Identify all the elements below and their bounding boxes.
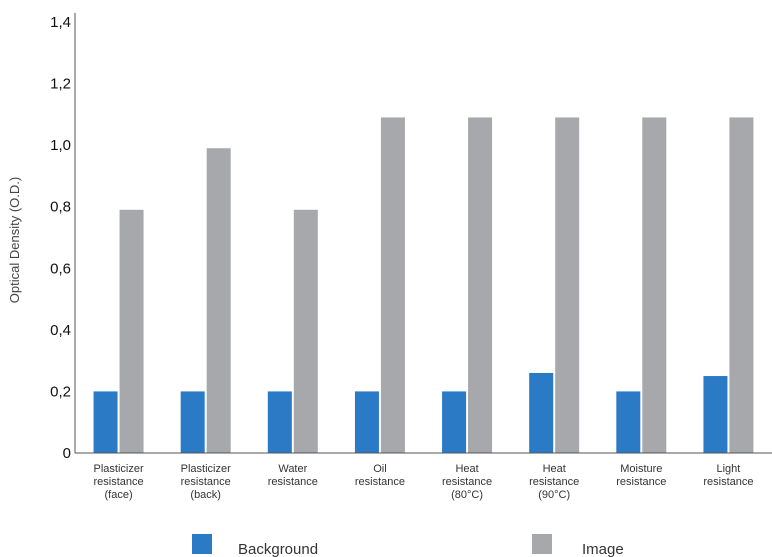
bar-background bbox=[442, 391, 467, 453]
x-tick-label: Plasticizer resistance (face) bbox=[93, 463, 143, 501]
x-tick-label: Moisture resistance bbox=[616, 463, 666, 488]
bar-image bbox=[206, 148, 231, 453]
y-axis-title: Optical Density (O.D.) bbox=[7, 177, 22, 303]
y-tick-label: 0 bbox=[63, 445, 71, 462]
bar-background bbox=[267, 391, 292, 453]
x-tick-label: Oil resistance bbox=[355, 463, 405, 488]
x-tick-label: Water resistance bbox=[268, 463, 318, 488]
bar-background bbox=[93, 391, 118, 453]
legend: Background Image bbox=[192, 534, 624, 557]
bar-background bbox=[703, 376, 728, 453]
y-tick-label: 0,2 bbox=[50, 383, 71, 400]
bar-image bbox=[729, 117, 754, 453]
x-axis-labels: Plasticizer resistance (face) Plasticizer re… bbox=[93, 463, 753, 501]
y-tick-label: 1,2 bbox=[50, 76, 71, 93]
x-tick-label: Heat resistance (90°C) bbox=[529, 463, 579, 501]
legend-label-image: Image bbox=[582, 541, 624, 557]
bar-image bbox=[468, 117, 493, 453]
bar-background bbox=[529, 372, 554, 453]
bar-image bbox=[555, 117, 580, 453]
legend-swatch-background bbox=[192, 534, 212, 554]
bar-background bbox=[616, 391, 641, 453]
y-tick-label: 1,0 bbox=[50, 137, 71, 154]
bar-image bbox=[119, 209, 144, 453]
bars bbox=[93, 117, 754, 453]
bar-image bbox=[293, 209, 318, 453]
y-tick-label: 0,4 bbox=[50, 322, 71, 339]
legend-swatch-image bbox=[532, 534, 552, 554]
y-tick-label: 0,8 bbox=[50, 199, 71, 216]
y-tick-label: 0,6 bbox=[50, 260, 71, 277]
x-tick-label: Light resistance bbox=[703, 463, 753, 488]
y-tick-label: 1,4 bbox=[50, 14, 71, 31]
bar-image bbox=[380, 117, 405, 453]
legend-label-background: Background bbox=[238, 541, 318, 557]
bar-image bbox=[642, 117, 667, 453]
x-tick-label: Plasticizer resistance (back) bbox=[181, 463, 231, 501]
x-tick-label: Heat resistance (80°C) bbox=[442, 463, 492, 501]
bar-background bbox=[354, 391, 379, 453]
bar-background bbox=[180, 391, 205, 453]
y-axis-ticks: 0 0,2 0,4 0,6 0,8 1,0 1,2 1,4 bbox=[50, 14, 71, 462]
